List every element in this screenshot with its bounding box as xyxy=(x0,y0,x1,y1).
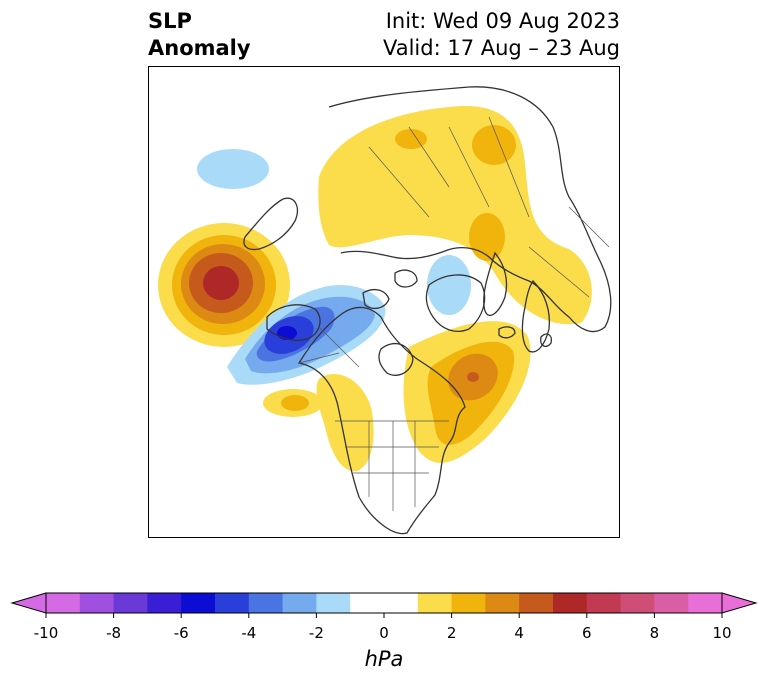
colorbar-tick-label: -2 xyxy=(308,624,324,642)
colorbar xyxy=(10,592,758,618)
colorbar-tick-label: 4 xyxy=(514,624,524,642)
colorbar-tick-label: 2 xyxy=(446,624,457,642)
colorbar-tick-label: -8 xyxy=(106,624,122,642)
map-panel xyxy=(148,66,620,538)
colorbar-ticks xyxy=(45,613,723,618)
colorbar-tick-label: -6 xyxy=(173,624,189,642)
colorbar-tick-label: -10 xyxy=(33,624,59,642)
colorbar-units: hPa xyxy=(364,647,404,671)
colorbar-cell xyxy=(181,593,216,613)
colorbar-cell xyxy=(620,593,655,613)
anomaly-shading xyxy=(158,105,592,472)
colorbar-cell xyxy=(485,593,520,613)
bering-low xyxy=(197,149,269,189)
map-title: SLP Anomaly xyxy=(148,8,251,62)
colorbar-cell xyxy=(519,593,554,613)
north-america-high xyxy=(316,374,374,472)
init-date: Init: Wed 09 Aug 2023 xyxy=(385,9,620,33)
barents-low xyxy=(427,255,471,315)
colorbar-cell xyxy=(553,593,588,613)
colorbar-tick-label: 6 xyxy=(582,624,592,642)
colorbar-cells xyxy=(46,593,723,613)
colorbar-cell xyxy=(350,593,385,613)
colorbar-under-arrow xyxy=(10,592,47,614)
map-dates: Init: Wed 09 Aug 2023 Valid: 17 Aug – 23… xyxy=(383,8,620,62)
colorbar-cell xyxy=(113,593,148,613)
colorbar-cell xyxy=(654,593,689,613)
atlantic-high xyxy=(403,321,531,463)
country-borders xyxy=(298,116,610,511)
colorbar-cell xyxy=(248,593,284,613)
colorbar-cell xyxy=(384,593,419,613)
north-pacific-high xyxy=(158,223,290,347)
title-line-1: SLP xyxy=(148,9,192,33)
colorbar-cell xyxy=(215,593,250,613)
colorbar-cell xyxy=(79,593,115,613)
colorbar-over-arrow xyxy=(721,592,758,614)
valid-range: Valid: 17 Aug – 23 Aug xyxy=(382,36,620,60)
colorbar-cell xyxy=(688,593,723,613)
colorbar-tick-label: -4 xyxy=(241,624,257,642)
siberia-high xyxy=(318,105,592,325)
colorbar-cell xyxy=(417,593,453,613)
colorbar-cell xyxy=(147,593,182,613)
coastlines xyxy=(243,86,612,535)
colorbar-cell xyxy=(46,593,81,613)
colorbar-tick-label: 8 xyxy=(649,624,660,642)
colorbar-tick-label: 0 xyxy=(379,624,389,642)
title-line-2: Anomaly xyxy=(148,36,251,60)
colorbar-cell xyxy=(282,593,317,613)
colorbar-cell xyxy=(586,593,622,613)
colorbar-cell xyxy=(316,593,351,613)
map-svg xyxy=(158,86,612,535)
gulf-of-alaska-low xyxy=(227,285,386,385)
colorbar-tick-label: 10 xyxy=(712,624,732,642)
colorbar-cell xyxy=(451,593,486,613)
